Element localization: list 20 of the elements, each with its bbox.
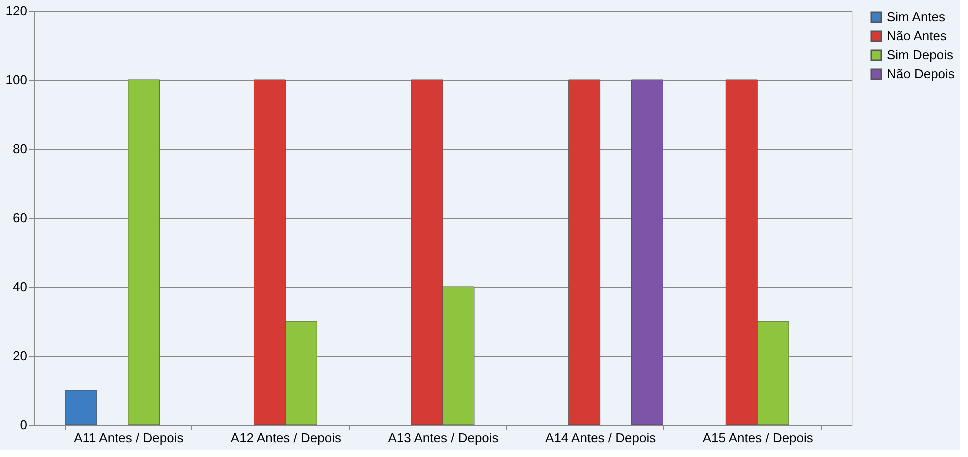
bar (632, 80, 664, 426)
y-tick-label: 20 (13, 348, 28, 364)
legend-label: Sim Depois (887, 48, 954, 62)
y-tick-label: 100 (6, 72, 28, 88)
legend-label: Não Depois (887, 66, 956, 82)
x-tick-label: A12 Antes / Depois (230, 430, 342, 446)
legend-label: Sim Antes (887, 10, 946, 24)
bar (128, 80, 160, 426)
bar (568, 80, 601, 426)
y-tick-label: 120 (6, 4, 28, 18)
y-tick-label: 0 (20, 418, 28, 432)
y-tick-label: 80 (13, 142, 28, 156)
y-tick-label: 40 (13, 280, 28, 294)
x-tick-label: A14 Antes / Depois (546, 430, 657, 446)
bar (65, 390, 98, 426)
x-tick-label: A13 Antes / Depois (388, 430, 500, 446)
x-tick-label: A11 Antes / Depois (74, 430, 184, 446)
legend-label: Não Antes (887, 28, 948, 44)
y-tick-label: 60 (13, 210, 28, 226)
x-tick-label: A15 Antes / Depois (702, 430, 814, 446)
